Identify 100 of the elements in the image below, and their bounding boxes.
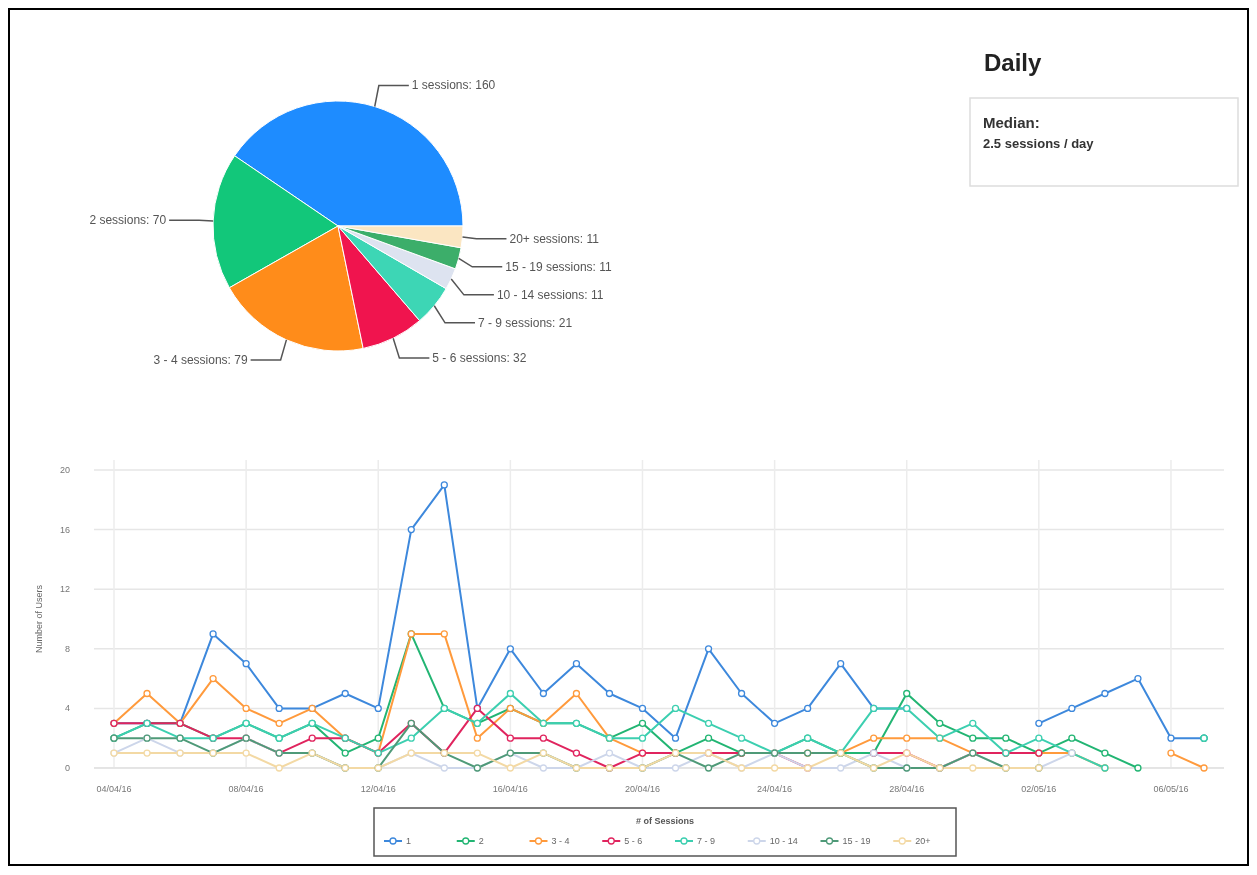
legend-label: 1 (406, 836, 412, 846)
point (671, 734, 680, 742)
point (1068, 734, 1076, 742)
point (506, 689, 515, 698)
point (1068, 704, 1076, 713)
point (770, 719, 779, 727)
point (837, 660, 845, 668)
y-tick-label: 20 (59, 465, 70, 475)
point (605, 749, 614, 757)
point (737, 689, 746, 698)
x-tick-label: 08/04/16 (228, 784, 264, 794)
legend-label: 15 - 19 (842, 836, 871, 846)
point (572, 660, 581, 668)
point (407, 734, 415, 742)
point (704, 764, 713, 772)
y-tick-label: 12 (59, 584, 70, 595)
slice-label: 15 - 19 sessions: 11 (505, 259, 613, 274)
point (737, 734, 746, 742)
slice-label: 2 sessions: 70 (89, 213, 167, 228)
legend-label: 5 - 6 (624, 836, 643, 846)
point (275, 704, 283, 713)
point (242, 749, 250, 757)
y-tick-label: 8 (64, 643, 70, 654)
point (704, 734, 713, 742)
x-tick-label: 24/04/16 (757, 784, 793, 794)
point (440, 630, 448, 638)
point (209, 630, 217, 638)
x-tick-label: 04/04/16 (96, 784, 132, 794)
x-tick-label: 20/04/16 (624, 784, 661, 794)
y-tick-label: 4 (64, 703, 70, 714)
point (374, 704, 382, 713)
point (903, 689, 911, 698)
point (1134, 674, 1142, 683)
point (1101, 689, 1109, 698)
point (803, 704, 812, 713)
point (969, 734, 977, 742)
point (539, 764, 548, 772)
point (1167, 749, 1175, 757)
point (870, 734, 878, 742)
x-tick-label: 28/04/16 (889, 784, 925, 794)
point (837, 764, 845, 772)
point (572, 689, 581, 698)
point (1200, 764, 1208, 772)
text: Daily (984, 49, 1043, 76)
slice-label: 3 - 4 sessions: 79 (153, 352, 248, 367)
y-axis-title: Number of Users (34, 584, 44, 654)
point (1101, 749, 1109, 757)
point (936, 719, 944, 727)
text: Median: (983, 114, 1040, 131)
point (1035, 734, 1043, 742)
point (440, 764, 448, 772)
point (308, 734, 316, 742)
point (770, 764, 779, 772)
point (1002, 734, 1010, 742)
point (638, 734, 647, 742)
point (1134, 764, 1142, 772)
point (143, 749, 151, 757)
y-tick-label: 0 (64, 763, 70, 773)
text: 2.5 sessions / day (983, 136, 1095, 151)
point (671, 704, 680, 713)
point (440, 481, 448, 489)
slice-label: 1 sessions: 160 (411, 78, 496, 93)
point (605, 689, 614, 698)
point (275, 764, 283, 772)
point (903, 734, 911, 742)
point (407, 525, 415, 534)
point (473, 734, 481, 742)
legend-label: 3 - 4 (551, 836, 570, 846)
legend-label: 2 (478, 836, 484, 846)
legend-label: 7 - 9 (697, 836, 716, 846)
point (242, 704, 250, 713)
point (704, 719, 713, 727)
legend-title: # of Sessions (635, 816, 695, 826)
point (969, 764, 977, 772)
point (143, 689, 151, 698)
x-tick-label: 16/04/16 (492, 784, 528, 794)
y-tick-label: 16 (59, 524, 70, 535)
point (1035, 719, 1043, 727)
legend-label: 20+ (915, 836, 931, 846)
point (506, 764, 515, 772)
point (969, 719, 977, 727)
point (473, 749, 481, 757)
point (242, 660, 250, 668)
point (506, 734, 515, 742)
x-tick-label: 12/04/16 (360, 784, 396, 794)
legend-label: 10 - 14 (769, 836, 798, 846)
point (539, 734, 548, 742)
x-tick-label: 02/05/16 (1021, 784, 1057, 794)
point (671, 764, 680, 772)
point (374, 734, 382, 742)
point (506, 645, 515, 653)
slice-label: 20+ sessions: 11 (509, 231, 600, 246)
point (1167, 734, 1175, 742)
point (638, 704, 647, 713)
point (275, 719, 283, 727)
point (572, 749, 581, 757)
point (341, 749, 349, 757)
point (638, 719, 647, 727)
slice-label: 10 - 14 sessions: 11 (496, 287, 604, 302)
point (209, 674, 217, 683)
